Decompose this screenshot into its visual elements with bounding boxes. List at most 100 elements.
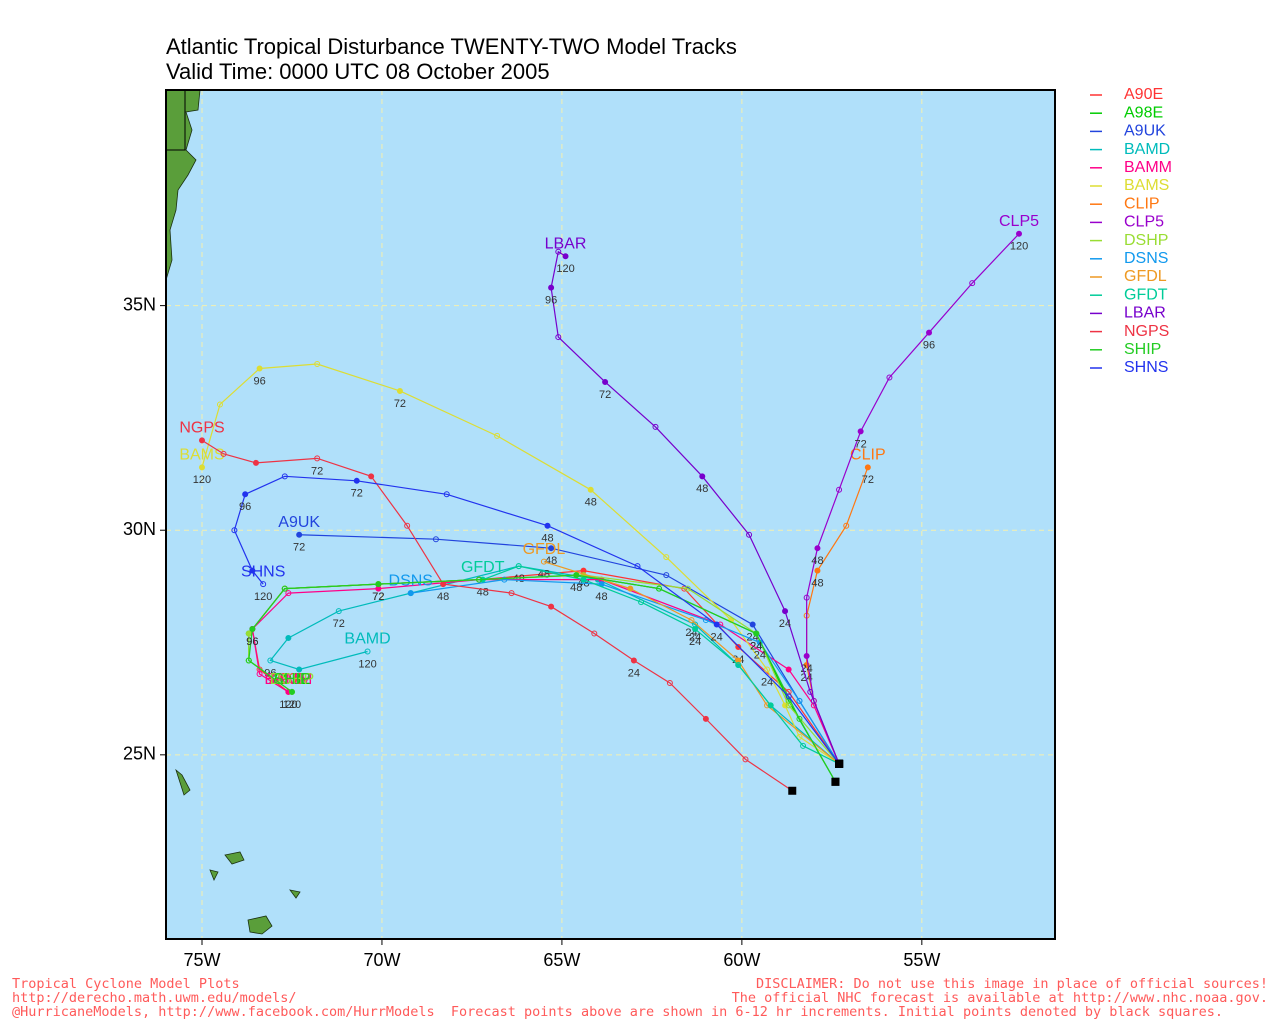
track-point bbox=[368, 473, 375, 480]
legend-label: A98E bbox=[1124, 104, 1163, 121]
track-name: DSNS bbox=[389, 572, 433, 589]
track-point bbox=[501, 576, 508, 583]
track-point bbox=[810, 702, 817, 709]
track-point bbox=[285, 590, 292, 597]
y-tick-label: 25N bbox=[123, 744, 156, 764]
track-point bbox=[713, 621, 720, 628]
track-point bbox=[656, 585, 663, 592]
track-point bbox=[692, 626, 699, 633]
track-point bbox=[587, 486, 594, 493]
chart-subtitle: Valid Time: 0000 UTC 08 October 2005 bbox=[166, 59, 550, 84]
hour-label: 72 bbox=[372, 591, 384, 603]
hour-label: 120 bbox=[556, 263, 574, 275]
track-point bbox=[796, 715, 803, 722]
track-name: CLIP bbox=[850, 447, 886, 464]
track-point bbox=[796, 697, 803, 704]
hour-label: 48 bbox=[570, 582, 582, 594]
track-point bbox=[220, 450, 227, 457]
hour-label: 120 bbox=[358, 658, 376, 670]
x-tick-label: 70W bbox=[363, 950, 400, 970]
track-point bbox=[256, 365, 263, 372]
track-point bbox=[785, 702, 792, 709]
track-line bbox=[248, 574, 836, 783]
track-point bbox=[364, 648, 371, 655]
track-point bbox=[796, 733, 803, 740]
track-point bbox=[634, 563, 641, 570]
hour-label: 24 bbox=[689, 636, 701, 648]
hour-label: 96 bbox=[246, 636, 258, 648]
track-point bbox=[267, 657, 274, 664]
hour-label: 120 bbox=[254, 591, 272, 603]
track-point bbox=[602, 378, 609, 385]
x-tick-label: 75W bbox=[183, 950, 220, 970]
track-point bbox=[555, 248, 562, 255]
track-point bbox=[836, 486, 843, 493]
track-point bbox=[785, 693, 792, 700]
track-point bbox=[285, 635, 292, 642]
initial-point bbox=[835, 759, 844, 768]
track-point bbox=[296, 531, 303, 538]
track-point bbox=[764, 666, 771, 673]
hour-label: 96 bbox=[923, 339, 935, 351]
track-line bbox=[410, 579, 840, 765]
track-point bbox=[969, 280, 976, 287]
hour-label: 72 bbox=[394, 398, 406, 410]
track-point bbox=[666, 679, 673, 686]
track-point bbox=[803, 594, 810, 601]
track-point bbox=[638, 599, 645, 606]
track-point bbox=[630, 657, 637, 664]
hour-label: 120 bbox=[1010, 241, 1028, 253]
hour-label: 48 bbox=[811, 578, 823, 590]
track-point bbox=[857, 428, 864, 435]
track-point bbox=[800, 742, 807, 749]
legend-label: DSHP bbox=[1124, 232, 1168, 249]
hour-label: 72 bbox=[855, 438, 867, 450]
track-point bbox=[652, 423, 659, 430]
track-point bbox=[735, 657, 742, 664]
track-point bbox=[288, 688, 295, 695]
track-point bbox=[252, 459, 259, 466]
track-point bbox=[281, 473, 288, 480]
track-name: SHNS bbox=[241, 563, 285, 580]
track-point bbox=[753, 630, 760, 637]
track-point bbox=[814, 545, 821, 552]
track-name: BAMD bbox=[344, 631, 390, 648]
track-point bbox=[249, 567, 256, 574]
track-point bbox=[767, 702, 774, 709]
track-point bbox=[814, 567, 821, 574]
legend-label: BAMD bbox=[1124, 141, 1170, 158]
hour-label: 120 bbox=[283, 699, 301, 711]
hour-label: 72 bbox=[311, 465, 323, 477]
track-point bbox=[684, 585, 691, 592]
hour-label: 24 bbox=[754, 649, 766, 661]
track-name: BAMM bbox=[264, 671, 312, 688]
hour-label: 48 bbox=[595, 591, 607, 603]
land bbox=[165, 89, 301, 935]
track-point bbox=[245, 657, 252, 664]
hour-label: 24 bbox=[628, 667, 640, 679]
track-point bbox=[663, 554, 670, 561]
hour-label: 48 bbox=[585, 497, 597, 509]
track-point bbox=[198, 464, 205, 471]
track-point bbox=[785, 666, 792, 673]
track-point bbox=[494, 432, 501, 439]
track-point bbox=[562, 253, 569, 260]
track-point bbox=[231, 527, 238, 534]
y-tick-label: 35N bbox=[123, 294, 156, 314]
legend-label: GFDT bbox=[1124, 286, 1168, 303]
track-point bbox=[396, 387, 403, 394]
track-point bbox=[335, 608, 342, 615]
footer-text: DISCLAIMER: Do not use this image in pla… bbox=[756, 976, 1268, 992]
x-tick-label: 55W bbox=[903, 950, 940, 970]
hour-label: 24 bbox=[761, 676, 773, 688]
hour-label: 96 bbox=[264, 667, 276, 679]
track-point bbox=[886, 374, 893, 381]
track-point bbox=[580, 576, 587, 583]
track-point bbox=[591, 630, 598, 637]
track-point bbox=[663, 572, 670, 579]
track-point bbox=[314, 455, 321, 462]
hour-label: 48 bbox=[541, 533, 553, 545]
track-point bbox=[749, 621, 756, 628]
track-point bbox=[548, 603, 555, 610]
